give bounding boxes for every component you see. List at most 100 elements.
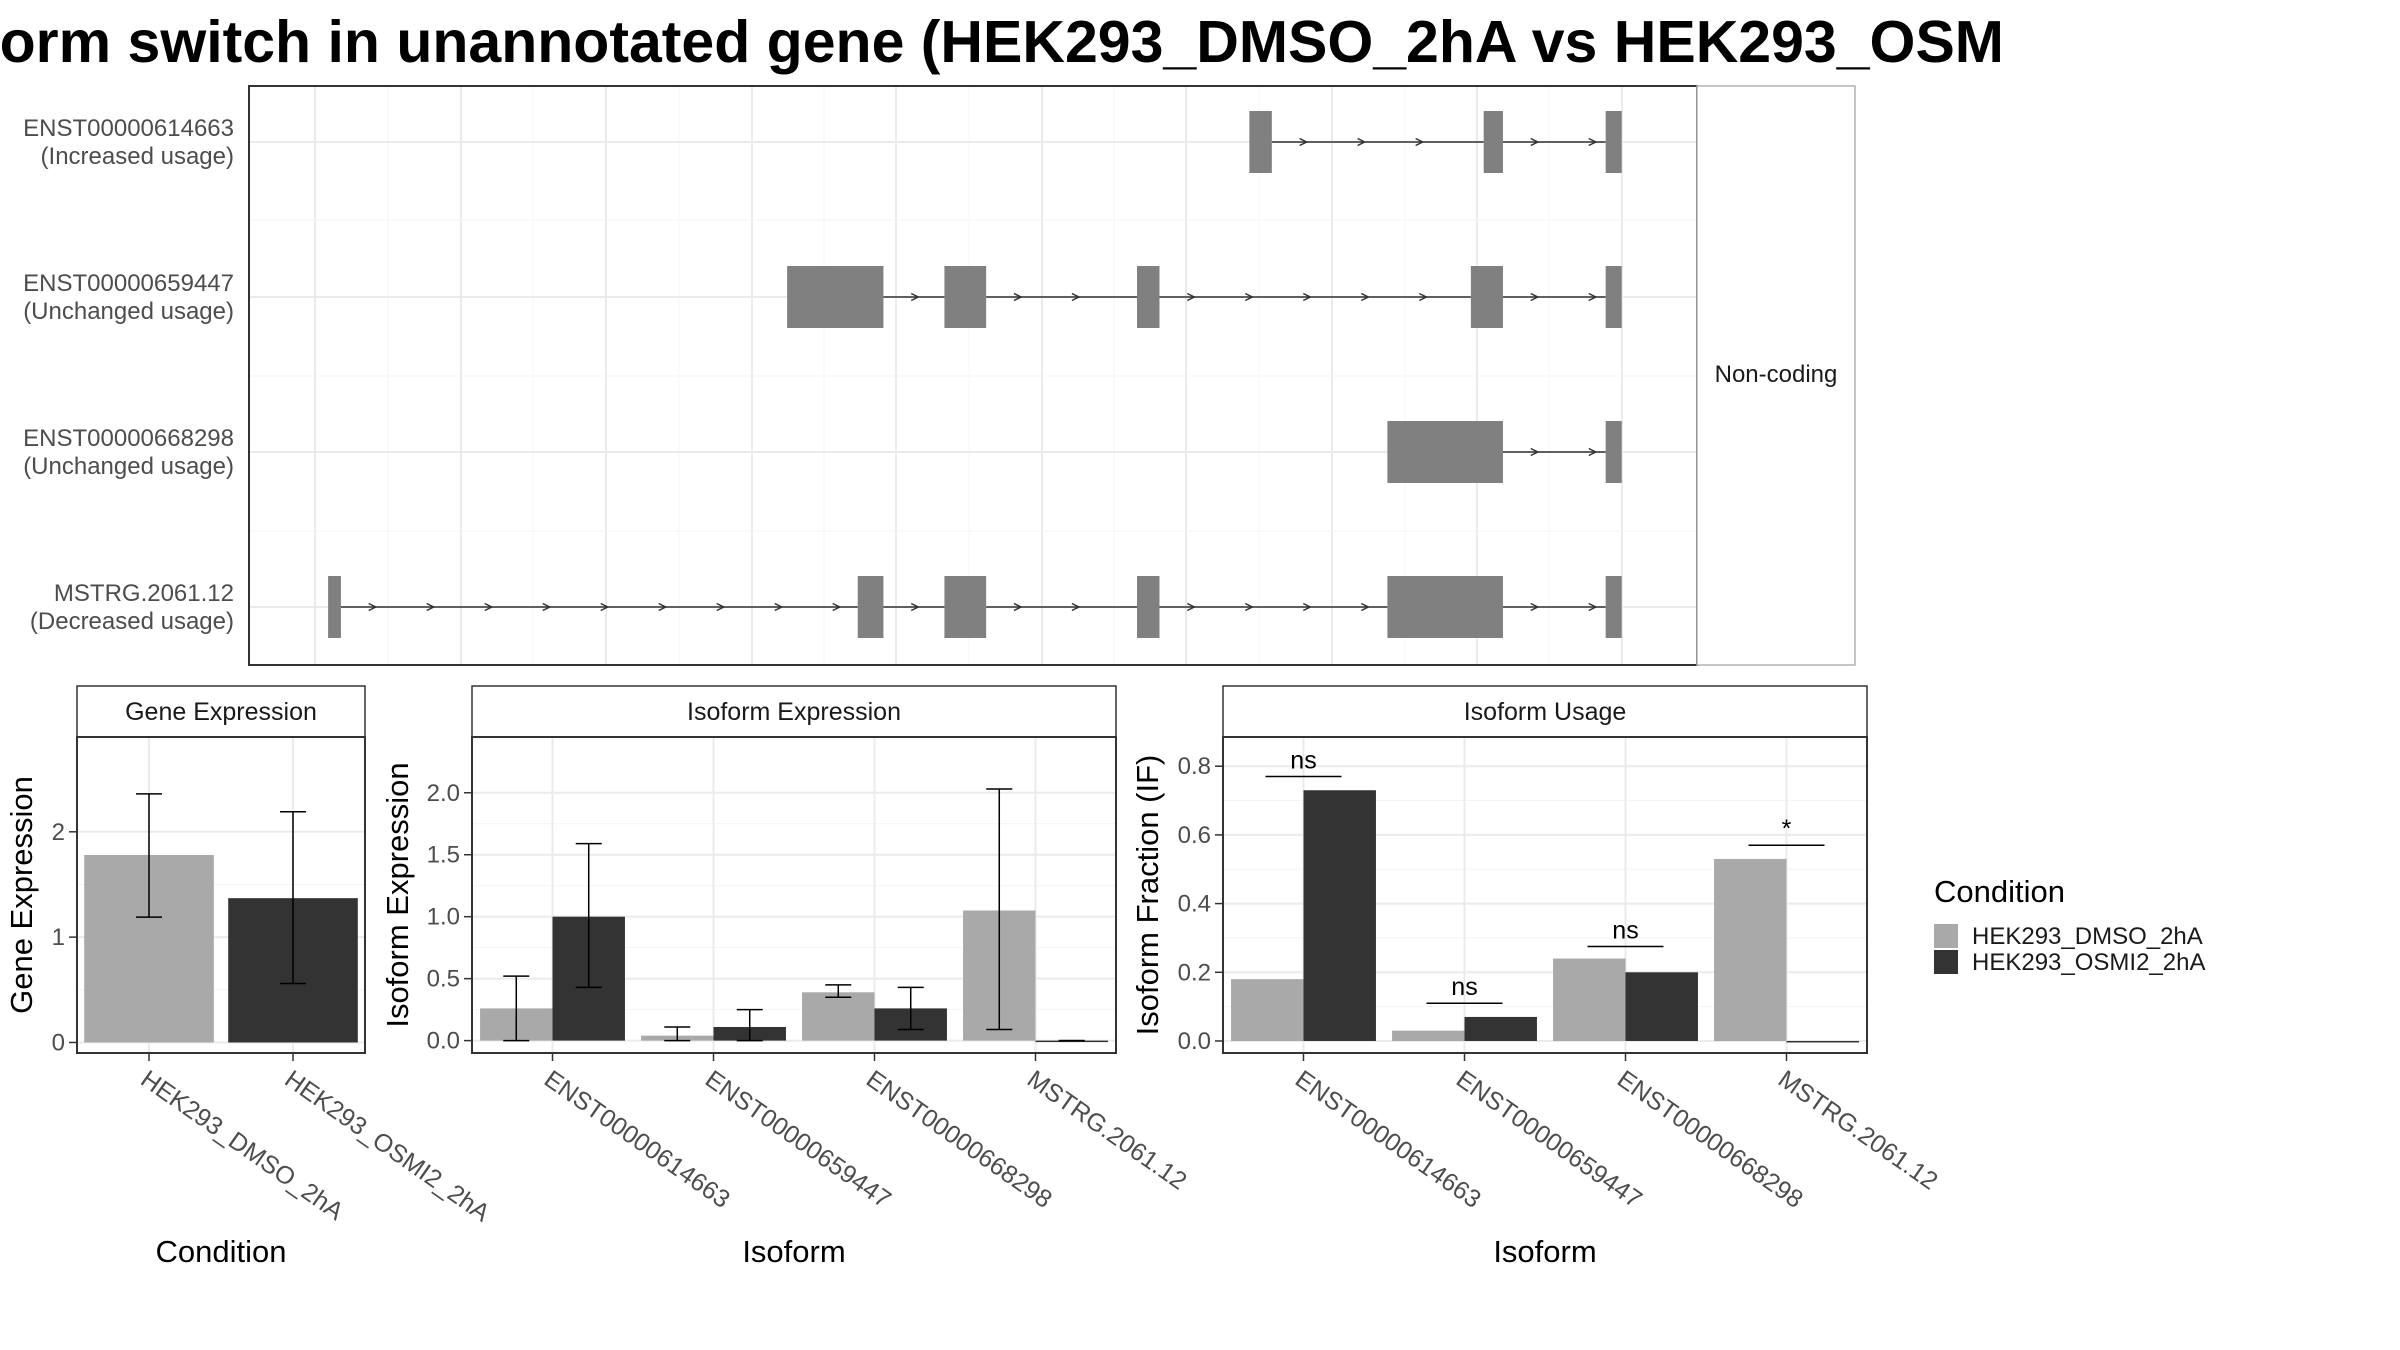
transcript-usage-label: (Unchanged usage) bbox=[23, 453, 234, 480]
intron-arrow bbox=[1530, 447, 1540, 457]
structure-strip bbox=[1696, 85, 1856, 666]
intron-arrow bbox=[368, 602, 378, 612]
panel-title: Isoform Usage bbox=[1464, 698, 1627, 726]
transcript-usage-label: (Decreased usage) bbox=[30, 608, 234, 635]
intron-arrow bbox=[1530, 137, 1540, 147]
intron-arrow bbox=[1186, 292, 1196, 302]
significance-label: ns bbox=[1612, 917, 1638, 945]
bar bbox=[1231, 979, 1304, 1041]
intron-arrow bbox=[1415, 137, 1425, 147]
intron-arrow bbox=[1071, 602, 1081, 612]
intron-arrow bbox=[1244, 602, 1254, 612]
transcript-usage-label: (Unchanged usage) bbox=[23, 298, 234, 325]
x-tick-label: MSTRG.2061.12 bbox=[1773, 1065, 1943, 1196]
plot-frame bbox=[471, 736, 1117, 1054]
intron-arrow bbox=[1244, 292, 1254, 302]
y-tick-label: 2.0 bbox=[427, 780, 460, 807]
panel-title: Gene Expression bbox=[125, 698, 317, 726]
legend-label: HEK293_DMSO_2hA bbox=[1972, 923, 2203, 950]
significance-label: * bbox=[1782, 815, 1792, 843]
exon-block bbox=[1605, 266, 1622, 328]
intron-arrow bbox=[1588, 137, 1598, 147]
transcript-usage-label: (Increased usage) bbox=[41, 143, 234, 170]
intron-arrow bbox=[1588, 602, 1598, 612]
significance-label: ns bbox=[1290, 747, 1316, 775]
bar bbox=[1714, 858, 1787, 1041]
intron-arrow bbox=[600, 602, 610, 612]
intron-arrow bbox=[1588, 292, 1598, 302]
exon-block bbox=[1605, 421, 1622, 483]
intron-arrow bbox=[1071, 292, 1081, 302]
intron-arrow bbox=[1360, 292, 1370, 302]
exon-block bbox=[1387, 576, 1503, 638]
exon-block bbox=[1387, 421, 1503, 483]
y-tick-label: 1 bbox=[52, 924, 65, 951]
intron-arrow bbox=[1302, 292, 1312, 302]
intron-arrow bbox=[1530, 292, 1540, 302]
transcript-id-label: ENST00000668298 bbox=[23, 425, 234, 452]
y-tick-label: 1.0 bbox=[427, 904, 460, 931]
x-axis-title: Isoform bbox=[742, 1234, 845, 1269]
exon-block bbox=[787, 266, 884, 328]
intron-arrow bbox=[774, 602, 784, 612]
exon-block bbox=[1483, 111, 1503, 173]
intron-arrow bbox=[542, 602, 552, 612]
transcript-id-label: MSTRG.2061.12 bbox=[54, 580, 234, 607]
intron-arrow bbox=[910, 292, 920, 302]
bar bbox=[802, 992, 875, 1041]
y-tick-label: 0.2 bbox=[1178, 959, 1211, 986]
bar bbox=[1303, 790, 1376, 1041]
bar bbox=[1392, 1030, 1465, 1041]
y-tick-label: 0.6 bbox=[1178, 822, 1211, 849]
y-tick-label: 2 bbox=[52, 819, 65, 846]
intron-arrow bbox=[910, 602, 920, 612]
exon-block bbox=[328, 576, 341, 638]
plot-frame bbox=[76, 736, 366, 1054]
intron-arrow bbox=[1588, 447, 1598, 457]
y-axis-title: Isoform Fraction (IF) bbox=[1130, 755, 1165, 1036]
intron-arrow bbox=[1530, 602, 1540, 612]
y-tick-label: 0.5 bbox=[427, 966, 460, 993]
significance-label: ns bbox=[1451, 973, 1477, 1001]
intron-arrow bbox=[1013, 292, 1023, 302]
exon-block bbox=[944, 576, 987, 638]
coding-label: Non-coding bbox=[1715, 361, 1838, 388]
intron-arrow bbox=[426, 602, 436, 612]
intron-arrow bbox=[1360, 602, 1370, 612]
legend-swatch bbox=[1934, 924, 1958, 948]
intron-arrow bbox=[1357, 137, 1367, 147]
y-tick-label: 0.0 bbox=[1178, 1028, 1211, 1055]
panel-strip bbox=[471, 685, 1117, 738]
exon-block bbox=[1249, 111, 1272, 173]
exon-block bbox=[1605, 111, 1622, 173]
bar bbox=[1625, 972, 1698, 1041]
page-title: form switch in unannotated gene (HEK293_… bbox=[0, 9, 2004, 75]
exon-block bbox=[857, 576, 884, 638]
panel-strip bbox=[76, 685, 366, 738]
exon-block bbox=[944, 266, 987, 328]
plot-frame bbox=[1222, 736, 1868, 1054]
y-tick-label: 0.0 bbox=[427, 1028, 460, 1055]
intron-arrow bbox=[1013, 602, 1023, 612]
legend-title: Condition bbox=[1934, 874, 2065, 909]
intron-arrow bbox=[484, 602, 494, 612]
exon-block bbox=[1137, 266, 1160, 328]
bar bbox=[1553, 958, 1626, 1041]
y-tick-label: 1.5 bbox=[427, 842, 460, 869]
transcript-id-label: ENST00000659447 bbox=[23, 270, 234, 297]
x-axis-title: Condition bbox=[156, 1234, 287, 1269]
legend-swatch bbox=[1934, 950, 1958, 974]
intron-arrow bbox=[716, 602, 726, 612]
y-axis-title: Isoform Expression bbox=[380, 762, 415, 1027]
intron-arrow bbox=[1186, 602, 1196, 612]
intron-arrow bbox=[1302, 602, 1312, 612]
intron-arrow bbox=[832, 602, 842, 612]
intron-arrow bbox=[1418, 292, 1428, 302]
transcript-id-label: ENST00000614663 bbox=[23, 115, 234, 142]
legend-label: HEK293_OSMI2_2hA bbox=[1972, 949, 2205, 976]
x-axis-title: Isoform bbox=[1493, 1234, 1596, 1269]
y-tick-label: 0 bbox=[52, 1029, 65, 1056]
exon-block bbox=[1605, 576, 1622, 638]
x-tick-label: MSTRG.2061.12 bbox=[1022, 1065, 1192, 1196]
